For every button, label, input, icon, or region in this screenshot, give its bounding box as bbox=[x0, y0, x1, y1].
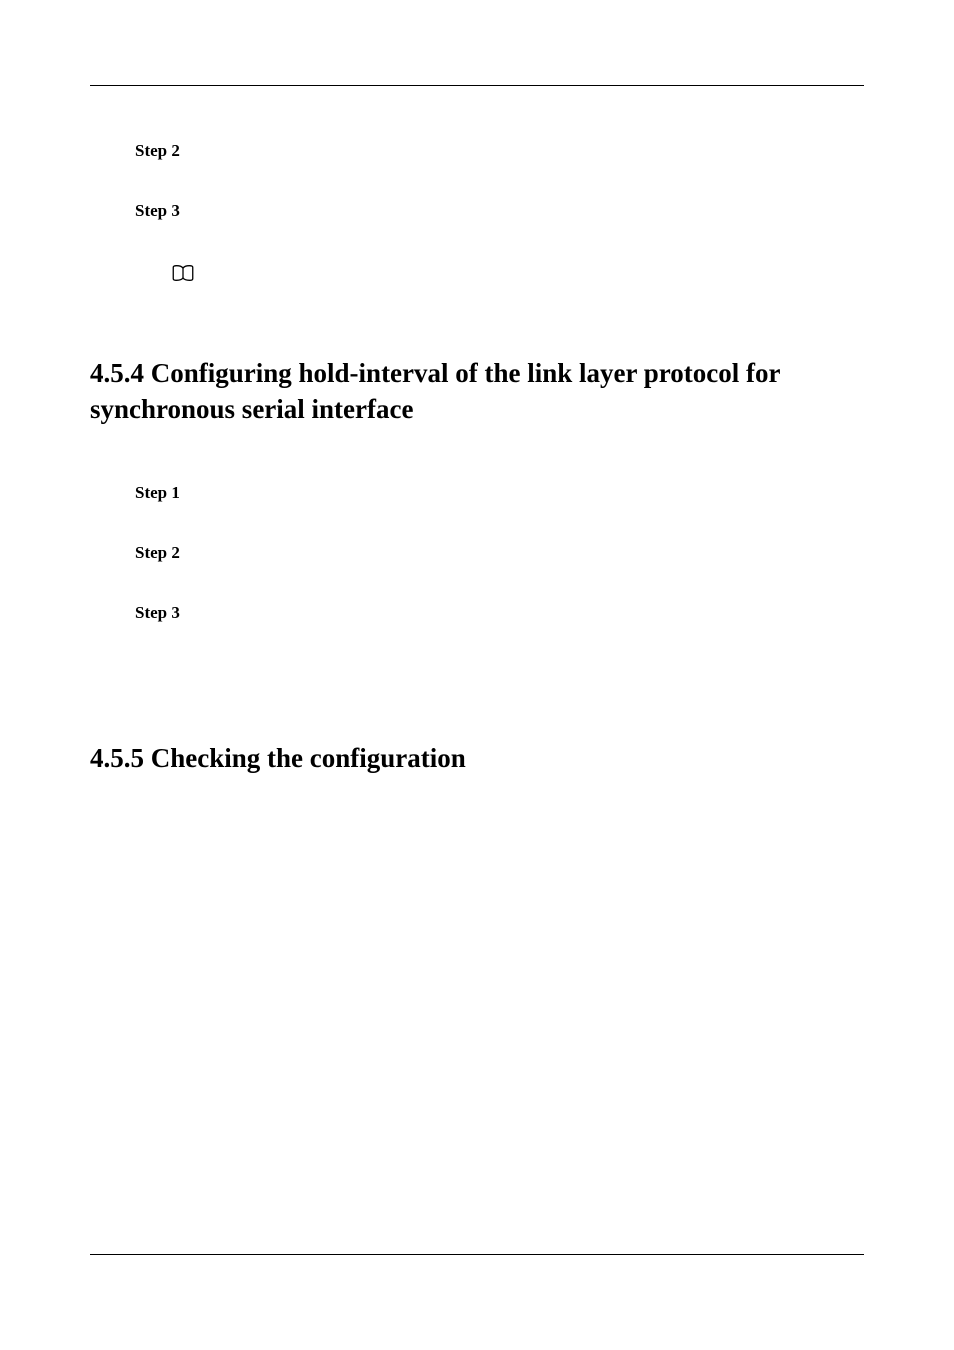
section-heading-454: 4.5.4 Configuring hold-interval of the l… bbox=[90, 355, 864, 428]
step-item: Step 1 bbox=[90, 483, 864, 503]
step-label: Step 3 bbox=[135, 603, 180, 622]
step-item: Step 3 bbox=[90, 603, 864, 623]
top-horizontal-rule bbox=[90, 85, 864, 86]
note-row bbox=[90, 261, 864, 290]
section-heading-455: 4.5.5 Checking the configuration bbox=[90, 743, 864, 774]
step-item: Step 3 bbox=[90, 201, 864, 221]
step-label: Step 1 bbox=[135, 483, 180, 502]
bottom-horizontal-rule bbox=[90, 1254, 864, 1255]
step-item: Step 2 bbox=[90, 543, 864, 563]
step-item: Step 2 bbox=[90, 141, 864, 161]
open-book-icon bbox=[170, 261, 196, 290]
step-label: Step 3 bbox=[135, 201, 180, 220]
step-label: Step 2 bbox=[135, 141, 180, 160]
step-label: Step 2 bbox=[135, 543, 180, 562]
